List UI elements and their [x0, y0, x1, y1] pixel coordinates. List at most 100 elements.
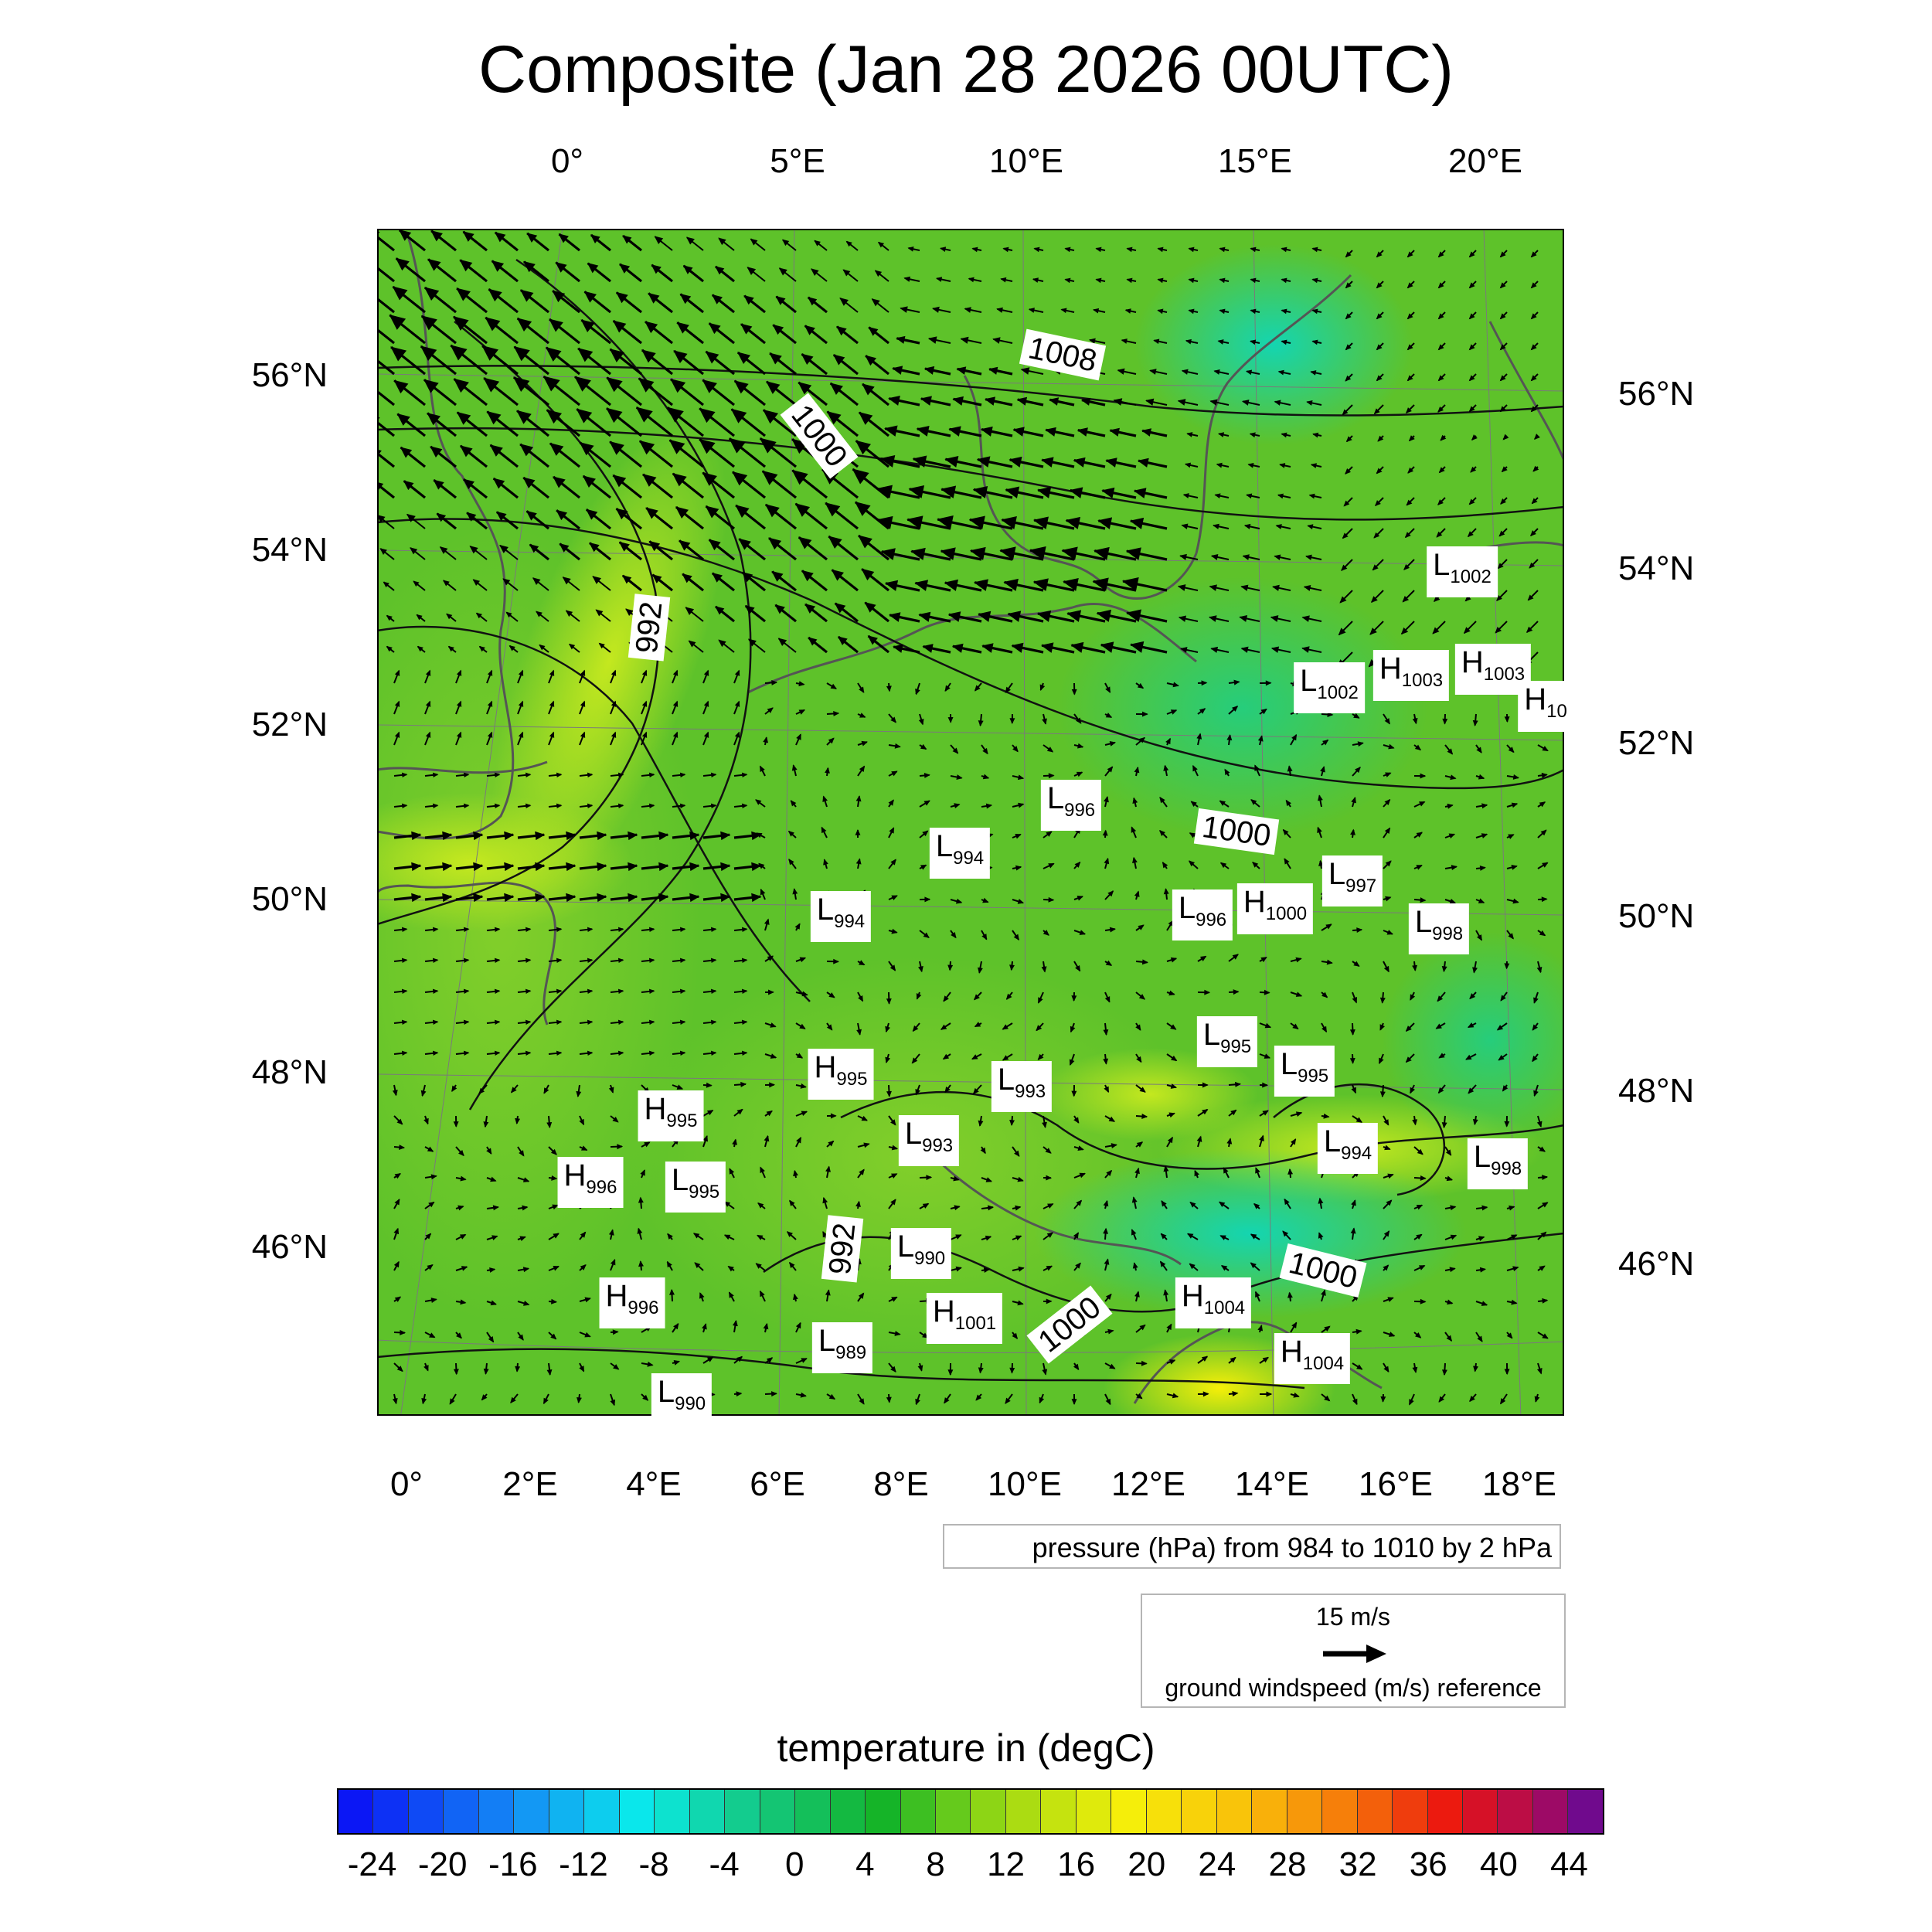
wind-arrow-head: [886, 1396, 892, 1403]
wind-arrow-head: [1108, 1116, 1115, 1122]
wind-arrow-head: [915, 1398, 920, 1406]
wind-arrow-head: [871, 298, 880, 307]
wind-arrow-head: [1073, 457, 1086, 468]
wind-arrow-head: [400, 1329, 406, 1335]
wind-arrow-head: [401, 988, 408, 995]
wind-arrow-head: [1400, 627, 1409, 635]
wind-arrow-head: [679, 1019, 686, 1026]
wind-arrow-head: [648, 1050, 655, 1056]
wind-arrow-head: [439, 546, 448, 554]
wind-arrow-head: [1125, 547, 1141, 560]
colorbar-cell: [760, 1790, 796, 1833]
weather-map[interactable]: 1008 1000 992 1000 1000 1000 992 L1002 L…: [377, 229, 1573, 1424]
bottom-lon-label: 10°E: [988, 1465, 1062, 1503]
wind-arrow-head: [855, 795, 862, 802]
wind-arrow-head: [595, 609, 604, 617]
wind-arrow-head: [832, 354, 845, 366]
wind-arrow-head: [1043, 930, 1049, 936]
wind-arrow-head: [427, 1146, 434, 1152]
wind-arrow-head: [1216, 462, 1223, 468]
pressure-center-label: H996: [599, 1277, 665, 1328]
wind-arrow-head: [1472, 719, 1478, 726]
wind-arrow-head: [513, 376, 530, 393]
wind-arrow-head: [658, 893, 669, 903]
wind-arrow-head: [1250, 799, 1257, 805]
wind-arrow-head: [791, 469, 808, 485]
wind-arrow-head: [1386, 1199, 1393, 1206]
wind-arrow-head: [985, 1235, 992, 1241]
wind-arrow-head: [1385, 896, 1392, 902]
wind-arrow-head: [804, 604, 816, 614]
wind-arrow-head: [1536, 966, 1543, 974]
wind-arrow-head: [1133, 488, 1147, 498]
wind-arrow-head: [432, 1019, 439, 1026]
wind-arrow-head: [770, 1022, 777, 1028]
wind-arrow-head: [702, 379, 717, 393]
wind-arrow-head: [394, 1199, 400, 1206]
wind-arrow-head: [486, 410, 502, 425]
wind-arrow-head: [923, 932, 930, 938]
wind-arrow-head: [794, 923, 801, 930]
wind-arrow-head: [432, 988, 439, 995]
wind-arrow-head: [1350, 1227, 1356, 1234]
wind-arrow-head: [612, 474, 627, 488]
wind-arrow-head: [1437, 1087, 1444, 1094]
wind-arrow-head: [494, 232, 506, 243]
wind-arrow-head: [673, 1322, 679, 1330]
wind-arrow-head: [1357, 741, 1364, 747]
wind-arrow-head: [429, 1332, 436, 1338]
contour-label: 992: [821, 1215, 864, 1283]
wind-arrow-head: [396, 1118, 403, 1125]
wind-arrow-head: [1405, 1056, 1412, 1063]
wind-arrow-head: [1327, 712, 1334, 717]
warm-band: [1042, 1048, 1258, 1141]
wind-arrow-head: [981, 643, 994, 653]
wind-arrow-head: [920, 864, 927, 870]
wind-arrow-head: [1499, 251, 1506, 258]
wind-arrow-head: [703, 700, 709, 707]
wind-arrow-head: [1107, 766, 1114, 773]
wind-arrow-head: [720, 862, 731, 872]
wind-arrow-head: [1135, 1024, 1141, 1031]
pressure-center-label: L993: [898, 1115, 960, 1166]
wind-arrow-head: [525, 803, 532, 809]
wind-arrow-head: [483, 1368, 489, 1375]
wind-arrow-head: [1369, 628, 1377, 635]
wind-arrow-head: [525, 927, 532, 933]
wind-arrow-head: [884, 425, 898, 437]
wind-arrow-head: [502, 578, 511, 586]
wind-arrow-head: [1000, 277, 1007, 283]
wind-arrow-head: [670, 378, 686, 393]
wind-arrow-head: [702, 472, 717, 486]
wind-arrow-head: [1220, 1265, 1228, 1271]
wind-arrow-head: [432, 803, 439, 809]
wind-arrow-head: [694, 1262, 701, 1269]
colorbar-tick-label: 20: [1128, 1845, 1166, 1883]
wind-arrow-head: [953, 1175, 960, 1182]
wind-arrow-head: [1161, 1200, 1167, 1207]
wind-arrow-head: [1077, 427, 1088, 437]
wind-arrow-head: [951, 643, 964, 653]
wind-arrow-head: [1345, 251, 1352, 258]
wind-arrow-head: [518, 731, 524, 738]
wind-arrow-head: [1387, 1297, 1394, 1302]
wind-arrow-head: [442, 862, 453, 872]
wind-arrow-head: [1450, 1205, 1457, 1211]
wind-arrow-head: [1416, 865, 1423, 870]
wind-arrow-head: [644, 1141, 651, 1148]
wind-arrow-head: [556, 509, 568, 521]
wind-arrow-head: [1131, 826, 1137, 833]
wind-arrow-head: [1500, 995, 1506, 1002]
wind-arrow-head: [834, 603, 846, 614]
wind-arrow-head: [1468, 1087, 1475, 1094]
wind-arrow-head: [1104, 857, 1110, 865]
wind-arrow-head: [1219, 247, 1226, 253]
wind-arrow-head: [1070, 1026, 1076, 1033]
wind-arrow-head: [1125, 609, 1141, 622]
wind-arrow-head: [1104, 796, 1109, 803]
wind-arrow-head: [1324, 1325, 1331, 1332]
wind-arrow-head: [1530, 375, 1537, 382]
wind-arrow-head: [1436, 531, 1443, 538]
colorbar-cell: [689, 1790, 726, 1833]
wind-arrow-head: [1287, 1291, 1293, 1298]
